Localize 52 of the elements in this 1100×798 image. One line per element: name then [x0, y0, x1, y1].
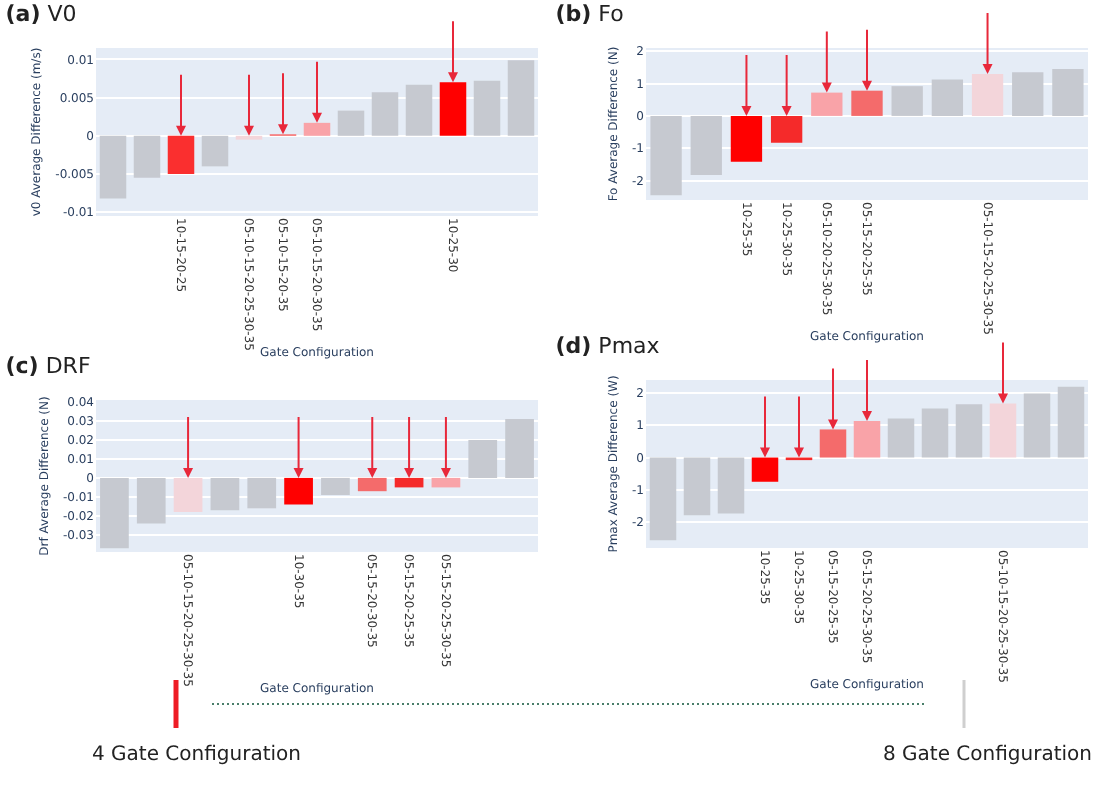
bar [284, 477, 313, 505]
bar [819, 429, 847, 458]
bar [851, 90, 883, 116]
bar [99, 135, 127, 199]
bar [989, 403, 1017, 458]
bar [439, 82, 467, 136]
chart-title: (c) DRF [5, 352, 91, 379]
bar [683, 457, 711, 516]
bar [931, 79, 964, 116]
bar [321, 477, 350, 495]
bar [650, 115, 682, 196]
bar [955, 404, 983, 458]
bar [201, 135, 229, 167]
text: 8 Gate Configuration [883, 744, 1092, 766]
bar [468, 439, 498, 478]
bar [690, 115, 722, 176]
bar [971, 73, 1004, 116]
bar [887, 418, 915, 458]
bar [921, 408, 949, 458]
chart-title: (a) V0 [5, 0, 77, 27]
bar [751, 457, 779, 482]
bar [431, 477, 461, 488]
bar [303, 122, 331, 136]
bar [210, 477, 240, 511]
bar [1057, 386, 1085, 458]
bar [507, 60, 535, 136]
bar [505, 419, 534, 478]
bar [100, 477, 129, 549]
bar [337, 110, 365, 136]
bar [1012, 72, 1044, 116]
bar [730, 115, 763, 162]
bar [394, 477, 424, 488]
bar [405, 84, 433, 136]
bar [136, 477, 166, 524]
bar [133, 135, 161, 178]
bar [173, 477, 203, 513]
bar [1023, 393, 1051, 458]
bar [371, 92, 399, 136]
bar [649, 457, 677, 541]
chart-title: (b) Fo [555, 0, 625, 27]
bar [247, 477, 277, 509]
bar [770, 115, 803, 143]
bar [811, 92, 843, 116]
bar [357, 477, 387, 492]
bar [473, 80, 501, 136]
bar [853, 421, 881, 458]
bar [891, 86, 923, 116]
bar [717, 457, 745, 514]
bar [1052, 69, 1084, 116]
bar [167, 135, 195, 174]
text: 4 Gate Configuration [92, 744, 301, 766]
chart-title: (d) Pmax [555, 332, 661, 359]
